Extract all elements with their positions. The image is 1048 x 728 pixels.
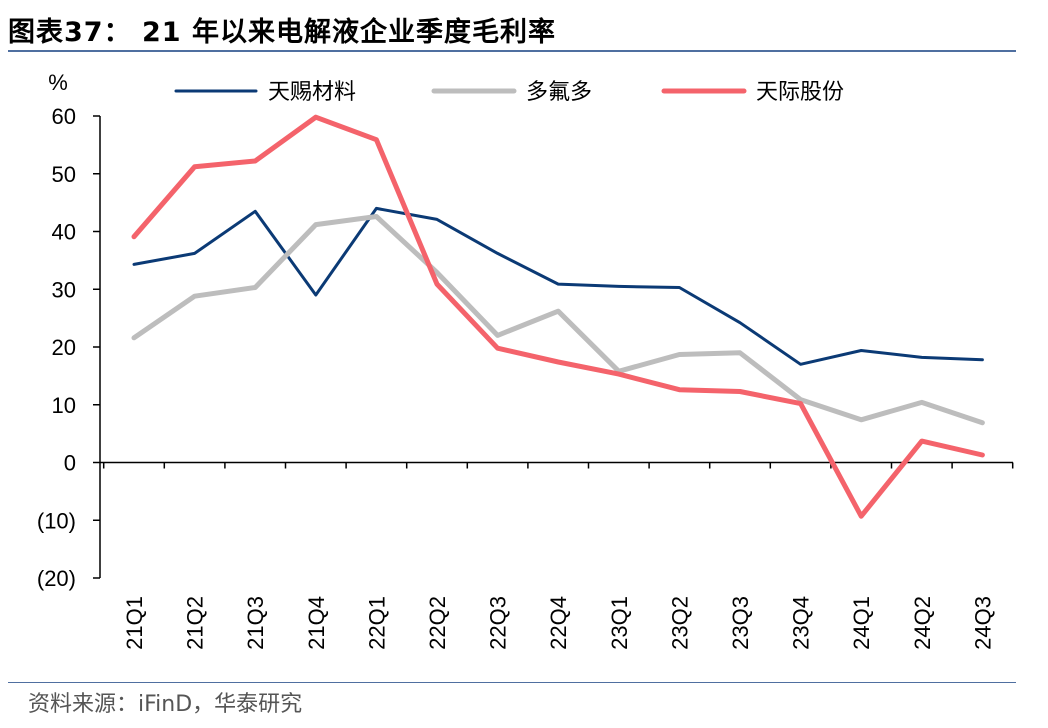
y-tick-label: 20 xyxy=(52,335,76,360)
x-tick-label: 22Q2 xyxy=(425,596,450,650)
y-tick-label: 10 xyxy=(52,393,76,418)
legend-label-2: 多氟多 xyxy=(526,80,592,105)
axes: 60 50 40 30 20 10 0 (10) (20)% 21Q1 21Q2 21Q3 21Q4 22… xyxy=(37,70,1014,650)
x-tick-label: 21Q4 xyxy=(304,596,329,650)
y-tick-label: 60 xyxy=(52,104,76,129)
x-tick-label: 24Q2 xyxy=(910,596,935,650)
y-tick-label: 30 xyxy=(52,277,76,302)
x-tick-label: 21Q3 xyxy=(243,596,268,650)
x-tick-label: 22Q3 xyxy=(486,596,511,650)
x-tick-label: 23Q1 xyxy=(607,596,632,650)
source-note: 资料来源：iFinD，华泰研究 xyxy=(28,692,303,717)
x-tick-label: 22Q1 xyxy=(364,596,389,650)
series-line-1 xyxy=(132,206,984,366)
x-tick-label: 24Q3 xyxy=(970,596,995,650)
chart-title: 图表37： 21 年以来电解液企业季度毛利率 xyxy=(8,17,556,48)
x-tick-label: 24Q1 xyxy=(849,596,874,650)
x-tick-label: 21Q2 xyxy=(183,596,208,650)
legend-label-1: 天赐材料 xyxy=(268,80,356,105)
x-tick-label: 21Q1 xyxy=(122,596,147,650)
y-axis-unit-label: % xyxy=(48,70,68,95)
y-tick-label: (20) xyxy=(37,566,76,591)
x-tick-label: 23Q2 xyxy=(667,596,692,650)
x-tick-label: 23Q4 xyxy=(789,596,814,650)
series-line-2 xyxy=(131,214,985,426)
x-tick-label: 22Q4 xyxy=(546,596,571,650)
source-divider xyxy=(8,682,1016,683)
y-tick-label: 50 xyxy=(52,162,76,187)
title-divider xyxy=(8,50,1016,52)
series-layer xyxy=(131,114,985,519)
y-tick-label: 40 xyxy=(52,220,76,245)
x-tick-label: 23Q3 xyxy=(728,596,753,650)
y-tick-label: 0 xyxy=(64,451,76,476)
legend: 天赐材料 多氟多 天际股份 xyxy=(174,80,844,105)
y-tick-label: (10) xyxy=(37,508,76,533)
series-line-3 xyxy=(131,114,985,519)
legend-label-3: 天际股份 xyxy=(756,80,844,105)
